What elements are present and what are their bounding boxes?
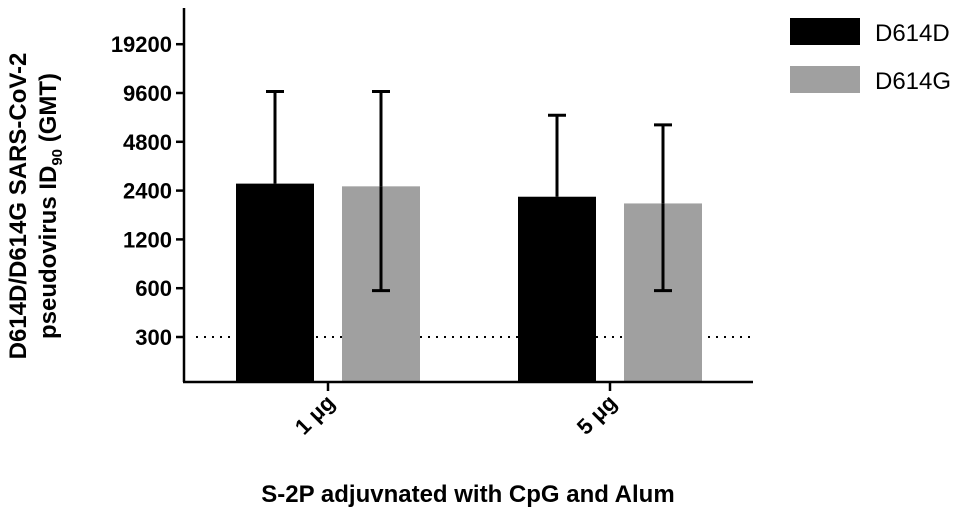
- legend-label-d614d: D614D: [875, 20, 950, 47]
- y-tick-label: 2400: [123, 179, 172, 204]
- y-tick-label: 9600: [123, 81, 172, 106]
- axes-layer: [182, 8, 753, 384]
- x-category-label: 1 μg: [290, 390, 340, 440]
- y-tick-label: 300: [135, 325, 172, 350]
- error-bars-layer: [266, 90, 672, 293]
- legend-swatch-d614d: [790, 18, 860, 45]
- y-ticks-layer: 300 600 1200 2400 4800 9600 19200: [111, 32, 184, 350]
- y-tick-label: 1200: [123, 227, 172, 252]
- y-tick-label: 4800: [123, 130, 172, 155]
- bar-d614d-2: [518, 196, 596, 382]
- x-categories-layer: 1 μg 5 μg: [290, 382, 622, 440]
- y-axis-title-line2-end: (GMT): [35, 73, 62, 149]
- bars-layer: [236, 183, 702, 382]
- y-axis-title-line1: D614D/D614G SARS-CoV-2: [5, 53, 32, 360]
- legend-swatch-d614g: [790, 66, 860, 93]
- y-tick-label: 600: [135, 276, 172, 301]
- x-axis-title: S-2P adjuvnated with CpG and Alum: [261, 481, 674, 508]
- legend: D614D D614G: [790, 18, 951, 95]
- y-axis-title-line2-subscript: 90: [49, 149, 66, 166]
- legend-label-d614g: D614G: [875, 68, 951, 95]
- x-category-label: 5 μg: [572, 390, 622, 440]
- y-axis-title-line2-main: pseudovirus ID: [35, 166, 62, 339]
- bar-d614d-1: [236, 183, 314, 382]
- y-axis-title-line2: pseudovirus ID90 (GMT): [35, 73, 66, 339]
- y-axis-title: D614D/D614G SARS-CoV-2 pseudovirus ID90 …: [5, 53, 66, 360]
- y-tick-label: 19200: [111, 32, 172, 57]
